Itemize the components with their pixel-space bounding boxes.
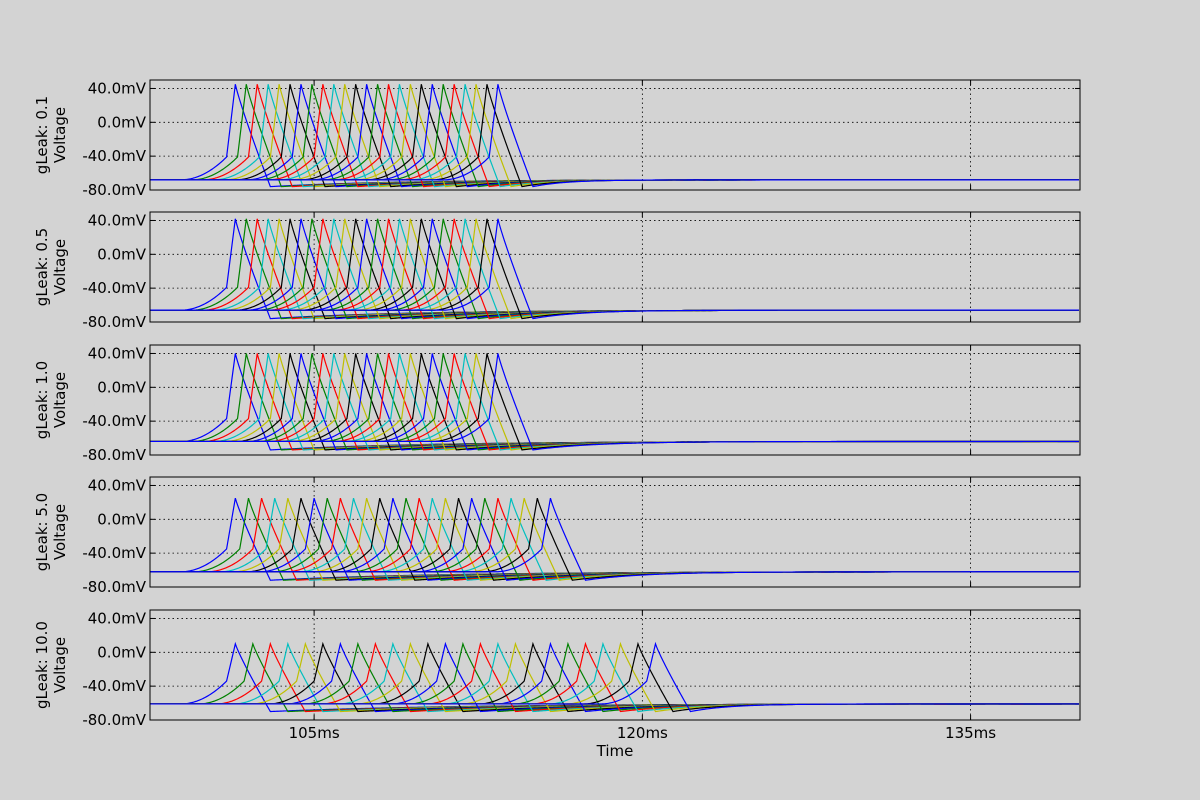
subplot-panel: 40.0mV 0.0mV -40.0mV -80.0mV gLeak: 0.5 Volta… [33,211,1081,331]
y-axis-label: Voltage [51,504,69,560]
y-axis-label: Voltage [51,239,69,295]
plot-area [150,477,1080,587]
subplot-panel: 40.0mV 0.0mV -40.0mV -80.0mV gLeak: 1.0 Volta… [33,344,1081,464]
axes-frame [149,476,1081,588]
y-axis-label: gLeak: 0.1 [33,96,51,174]
x-tick-label: 120ms [617,724,668,742]
voltage-trace [150,641,1079,713]
y-tick-label: 40.0mV [88,609,147,627]
x-axis-label: Time [596,742,634,760]
y-axis-label: Voltage [51,372,69,428]
y-tick-label: -80.0mV [82,181,146,199]
voltage-trace [150,84,1079,188]
subplot-panel: 40.0mV 0.0mV -40.0mV -80.0mV 105ms 120ms 135ms… [33,609,1081,742]
axes-frame [149,344,1081,456]
y-tick-label: -40.0mV [82,677,146,695]
y-tick-label: -40.0mV [82,544,146,562]
y-axis-label: gLeak: 10.0 [33,621,51,709]
subplot-panel: 40.0mV 0.0mV -40.0mV -80.0mV gLeak: 5.0 Volta… [33,476,1081,596]
y-tick-label: 40.0mV [88,476,147,494]
axes-frame [149,79,1081,191]
x-tick-label: 105ms [289,724,340,742]
y-tick-label: 40.0mV [88,79,147,97]
voltage-trace [150,497,1079,581]
plot-area [150,212,1080,322]
y-axis-label: gLeak: 1.0 [33,361,51,439]
y-tick-label: -80.0mV [82,711,146,729]
y-tick-label: 0.0mV [97,510,146,528]
y-axis-label: Voltage [51,107,69,163]
subplot-panel: 40.0mV 0.0mV -40.0mV -80.0mV gLeak: 0.1 Volta… [33,79,1081,199]
x-tick-label: 135ms [945,724,996,742]
y-axis-label: gLeak: 0.5 [33,228,51,306]
y-tick-label: 40.0mV [88,344,147,362]
y-tick-label: 0.0mV [97,245,146,263]
y-tick-label: -80.0mV [82,578,146,596]
y-tick-label: 40.0mV [88,211,147,229]
y-tick-label: 0.0mV [97,378,146,396]
y-tick-label: 0.0mV [97,113,146,131]
y-tick-label: -40.0mV [82,412,146,430]
y-tick-label: -80.0mV [82,313,146,331]
plot-area [150,80,1080,190]
axes-frame [149,211,1081,323]
voltage-trace [150,353,1079,451]
y-tick-label: -80.0mV [82,446,146,464]
voltage-trace [150,218,1079,320]
y-axis-label: gLeak: 5.0 [33,493,51,571]
y-tick-label: -40.0mV [82,147,146,165]
y-tick-label: 0.0mV [97,643,146,661]
y-axis-label: Voltage [51,637,69,693]
axes-frame [149,609,1081,721]
y-tick-label: -40.0mV [82,279,146,297]
